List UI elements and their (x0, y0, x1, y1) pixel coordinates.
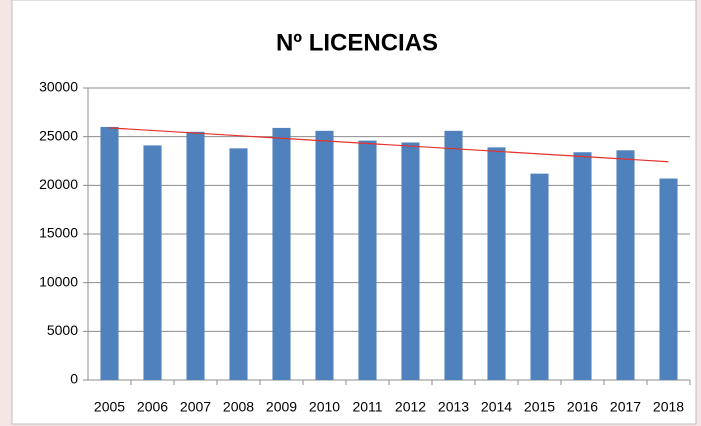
x-tick-label: 2014 (481, 399, 512, 415)
bar (530, 173, 549, 380)
chart-title: Nº LICENCIAS (276, 29, 438, 56)
bar (315, 130, 334, 380)
x-tick-label: 2007 (180, 399, 211, 415)
bar (444, 130, 463, 380)
x-tick-label: 2018 (653, 399, 684, 415)
bar (358, 140, 377, 380)
bar (487, 147, 506, 380)
x-tick-label: 2009 (266, 399, 297, 415)
trendline (109, 127, 669, 163)
bar (659, 178, 678, 380)
bar (616, 150, 635, 380)
y-tick-label: 30000 (39, 79, 78, 95)
x-tick-label: 2010 (309, 399, 340, 415)
bar (573, 152, 592, 380)
y-tick-label: 0 (70, 371, 78, 387)
x-tick-label: 2017 (610, 399, 641, 415)
bar (229, 148, 248, 380)
x-tick-label: 2013 (438, 399, 469, 415)
y-tick-label: 15000 (39, 225, 78, 241)
y-tick-label: 20000 (39, 176, 78, 192)
x-tick-label: 2005 (94, 399, 125, 415)
bar (143, 145, 162, 380)
x-tick-label: 2011 (352, 399, 382, 415)
bar (401, 142, 420, 380)
y-tick-label: 25000 (39, 127, 78, 143)
bar (186, 131, 205, 380)
bar (100, 126, 119, 380)
y-tick-label: 5000 (47, 322, 78, 338)
y-tick-label: 10000 (39, 273, 78, 289)
x-tick-label: 2008 (223, 399, 254, 415)
x-tick-label: 2015 (524, 399, 555, 415)
x-tick-label: 2016 (567, 399, 598, 415)
bar (272, 127, 291, 380)
x-tick-label: 2006 (137, 399, 168, 415)
x-tick-label: 2012 (395, 399, 426, 415)
